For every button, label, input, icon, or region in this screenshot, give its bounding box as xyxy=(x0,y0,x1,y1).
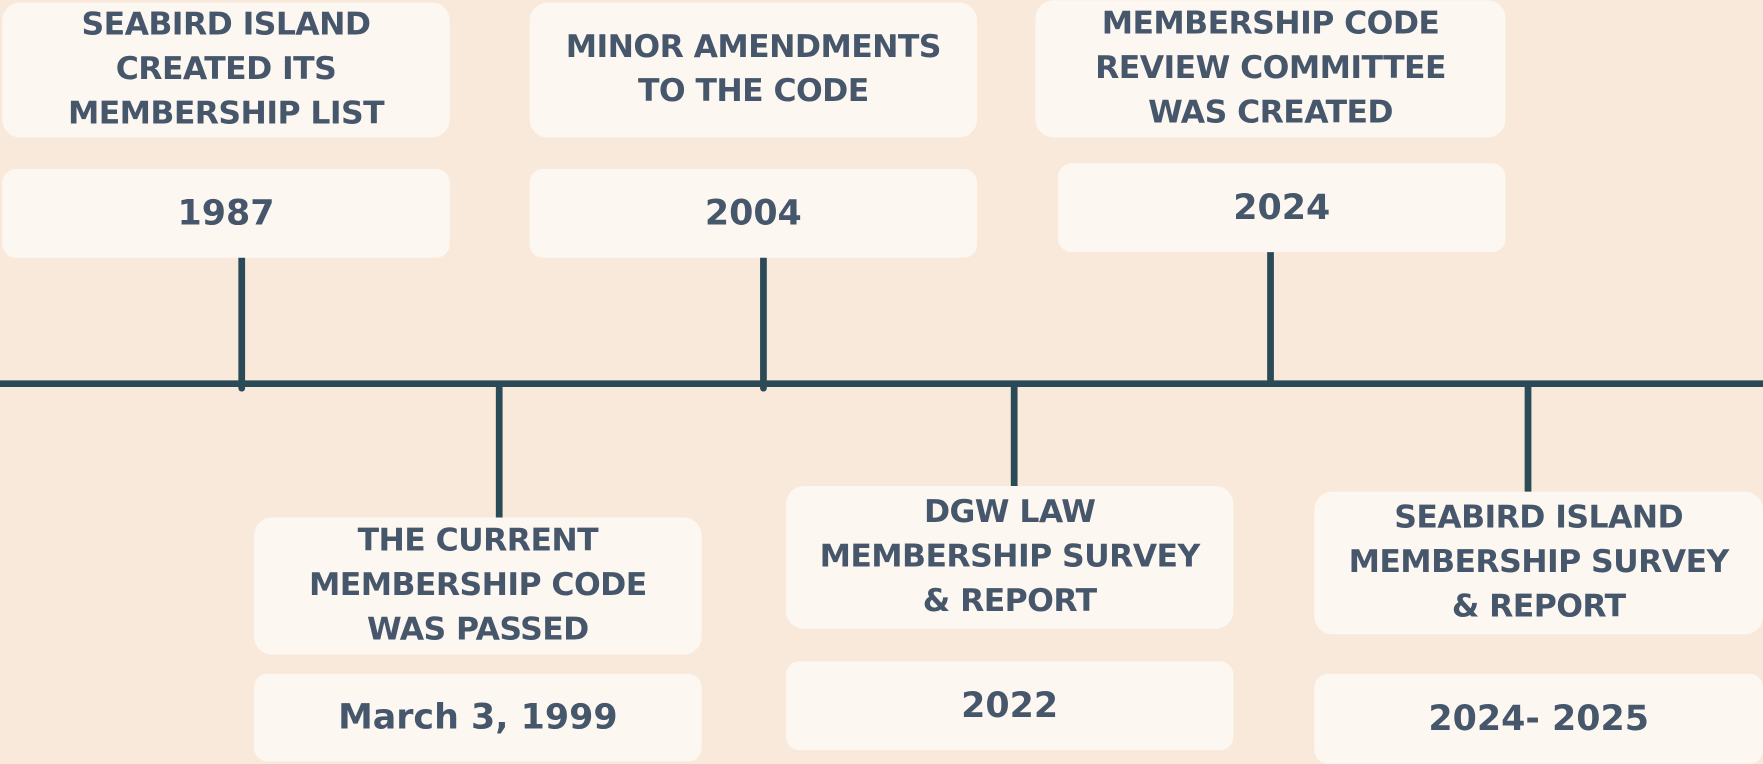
date-box xyxy=(1314,673,1763,764)
event-title: WAS CREATED xyxy=(1148,94,1393,130)
event-date: March 3, 1999 xyxy=(338,698,618,738)
event-title: THE CURRENT xyxy=(358,523,600,559)
event-title: TO THE CODE xyxy=(638,73,869,109)
event-title: REVIEW COMMITTEE xyxy=(1095,50,1446,86)
date-box xyxy=(529,168,978,258)
event-date: 2022 xyxy=(961,686,1058,726)
date-box xyxy=(1058,163,1506,253)
title-box xyxy=(785,486,1234,629)
event-title: SEABIRD ISLAND xyxy=(1394,500,1683,536)
title-box xyxy=(529,2,978,138)
event-title: MINOR AMENDMENTS xyxy=(566,29,941,65)
event-date: 2004 xyxy=(705,193,802,233)
title-box xyxy=(254,517,702,655)
event-title: SEABIRD ISLAND xyxy=(82,7,371,43)
event-date: 1987 xyxy=(178,193,275,233)
event-title: MEMBERSHIP LIST xyxy=(68,95,385,131)
event-title: DGW LAW xyxy=(924,494,1095,530)
date-box xyxy=(785,661,1234,751)
title-box xyxy=(2,2,450,138)
event-title: MEMBERSHIP SURVEY xyxy=(1349,544,1731,580)
event-title: MEMBERSHIP CODE xyxy=(1102,5,1440,41)
event-title: & REPORT xyxy=(1452,588,1627,624)
title-box xyxy=(1314,491,1763,635)
event-title: WAS PASSED xyxy=(367,611,589,647)
event-date: 2024- 2025 xyxy=(1428,699,1649,739)
date-box xyxy=(254,673,702,762)
event-date: 2024 xyxy=(1233,188,1330,228)
event-title: CREATED ITS xyxy=(116,51,336,87)
title-box xyxy=(1035,0,1506,138)
event-title: MEMBERSHIP CODE xyxy=(309,567,647,603)
event-title: & REPORT xyxy=(923,583,1098,619)
event-title: MEMBERSHIP SURVEY xyxy=(820,538,1202,574)
date-box xyxy=(2,168,450,258)
